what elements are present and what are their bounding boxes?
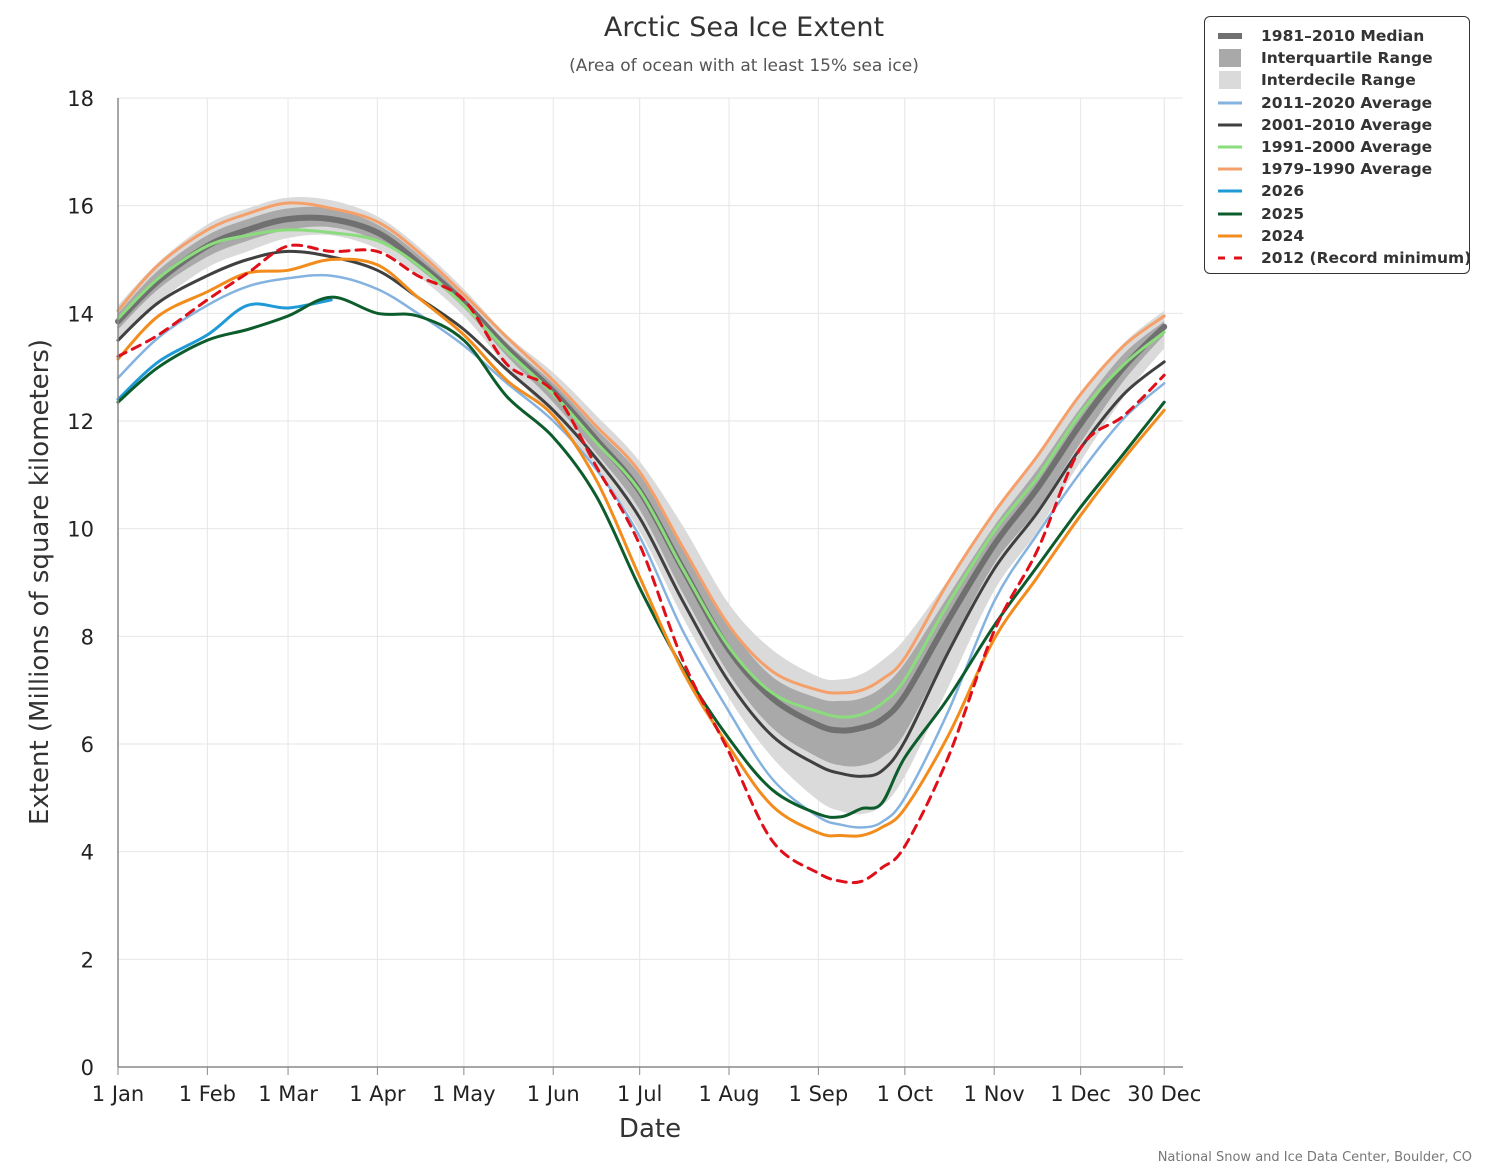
legend-swatch [1218,234,1242,238]
legend-label: 2024 [1261,226,1305,245]
x-tick-label: 1 Oct [877,1082,933,1106]
legend-swatch [1219,71,1241,90]
series-line-2011-2020-average [116,273,1166,829]
series-line-1979-1990-average [116,201,1166,695]
y-tick-label: 6 [81,733,94,757]
source-credit: National Snow and Ice Data Center, Bould… [1157,1150,1472,1165]
y-tick-label: 10 [67,518,94,542]
legend-label: 1979–1990 Average [1261,160,1433,179]
series-line-2012-record-minimum [116,243,1166,885]
x-tick-label: 1 Jul [617,1082,662,1106]
band-interquartile-range [118,206,1165,767]
x-tick-label: 1 Dec [1050,1082,1111,1106]
legend-swatch [1218,33,1242,39]
legend-item[interactable]: 2011–2020 Average [1217,92,1432,114]
legend-item[interactable]: 1981–2010 Median [1217,25,1424,47]
legend-label: Interdecile Range [1261,71,1416,90]
y-axis-label: Extent (Millions of square kilometers) [25,338,55,826]
legend-label: 2012 (Record minimum) [1261,249,1472,267]
x-tick-label: 1 Feb [179,1082,236,1106]
y-tick-label: 16 [67,195,94,219]
legend-swatch [1218,145,1242,149]
legend-item[interactable]: 2024 [1217,225,1304,247]
series-layer [115,201,1168,885]
legend-item[interactable]: 2025 [1217,203,1304,225]
x-axis-label: Date [618,1114,682,1144]
legend-item[interactable]: Interdecile Range [1217,69,1416,91]
y-tick-label: 18 [67,87,94,111]
axis-layer: 0 2 4 6 8 10 12 14 16 18 1 Jan 1 Feb 1 Mar 1 Apr 1 May… [67,87,1201,1106]
x-tick-label: 1 Jun [527,1082,580,1106]
series-line-1991-2000-average [116,228,1166,719]
y-tick-label: 12 [67,410,94,434]
band-layer [118,196,1165,815]
legend: 1981–2010 Median Interquartile Range Inter… [1204,16,1471,274]
x-tick-label: 30 Dec [1127,1082,1201,1106]
y-tick-label: 0 [81,1056,94,1080]
y-tick-label: 2 [81,948,94,972]
legend-item[interactable]: 1991–2000 Average [1217,136,1432,158]
legend-swatch [1218,212,1242,216]
legend-item[interactable]: 2026 [1217,180,1304,202]
x-tick-label: 1 Nov [964,1082,1025,1106]
x-tick-label: 1 Jan [92,1082,144,1106]
legend-swatch [1218,167,1242,171]
x-tick-label: 1 Apr [349,1082,406,1106]
grid-layer [118,97,1183,1067]
series-line-2001-2010-average [116,249,1166,778]
y-tick-label: 14 [67,302,94,326]
x-tick-label: 1 Sep [789,1082,849,1106]
legend-swatch [1218,101,1242,105]
x-tick-label: 1 Aug [699,1082,760,1106]
legend-item[interactable]: Interquartile Range [1217,47,1433,69]
legend-swatch [1218,256,1242,260]
series-line-2026 [116,298,333,401]
legend-label: 2011–2020 Average [1261,93,1433,112]
y-tick-label: 4 [81,841,94,865]
legend-swatch-box [1219,49,1241,68]
x-tick-label: 1 May [432,1082,495,1106]
legend-label: 1991–2000 Average [1261,138,1433,156]
y-tick-label: 8 [81,625,94,649]
chart-subtitle: (Area of ocean with at least 15% sea ice… [569,56,919,76]
legend-label: 2001–2010 Average [1261,115,1433,134]
legend-label: 2026 [1261,182,1305,201]
x-tick-label: 1 Mar [258,1082,318,1106]
legend-swatch-box [1219,71,1241,90]
series-line-2024 [116,257,1166,838]
legend-swatch [1218,123,1242,127]
legend-item[interactable]: 2012 (Record minimum) [1217,247,1471,269]
legend-item[interactable]: 1979–1990 Average [1217,158,1432,180]
legend-swatch [1218,189,1242,193]
legend-item[interactable]: 2001–2010 Average [1217,114,1432,136]
legend-label: 2025 [1261,204,1305,223]
chart-title: Arctic Sea Ice Extent [603,12,885,43]
legend-swatch [1219,49,1241,68]
legend-label: Interquartile Range [1261,49,1433,68]
legend-label: 1981–2010 Median [1261,27,1425,45]
